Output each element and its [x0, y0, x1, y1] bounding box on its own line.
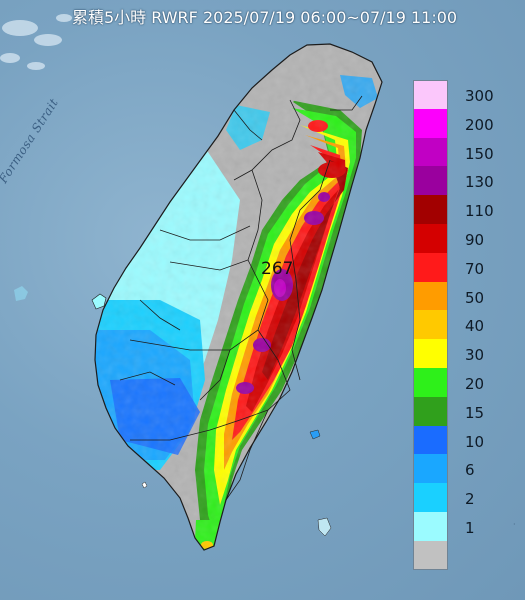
legend-label: 40: [465, 317, 485, 336]
legend-item: 200: [413, 108, 523, 141]
legend-label: 15: [465, 403, 485, 422]
legend-label: 150: [465, 144, 494, 163]
legend-item: 70: [413, 252, 523, 285]
legend-swatch: [413, 252, 448, 282]
legend-item: 40: [413, 310, 523, 342]
legend-swatch: [413, 339, 448, 369]
legend-item: 20: [413, 368, 523, 400]
legend-swatch: [413, 108, 448, 138]
legend-swatch: [413, 80, 448, 109]
legend-swatch: [413, 195, 448, 225]
legend-label: 10: [465, 432, 485, 451]
legend-label: 20: [465, 375, 485, 393]
legend-swatch: [413, 540, 448, 570]
legend-item: 110: [413, 195, 523, 227]
legend-swatch: [413, 483, 448, 513]
legend-label: 90: [465, 231, 485, 249]
legend-item: [413, 540, 523, 573]
scale-mark: ·: [513, 520, 516, 529]
legend-item: 90: [413, 224, 523, 256]
legend-label: 200: [465, 115, 494, 134]
legend-item: 10: [413, 425, 523, 458]
legend-item: 15: [413, 396, 523, 429]
map-title: 累積5小時 RWRF 2025/07/19 06:00~07/19 11:00: [72, 8, 458, 27]
islands: [14, 286, 332, 537]
legend-label: 1: [465, 519, 475, 537]
legend-label: 300: [465, 87, 494, 105]
legend-label: 130: [465, 173, 494, 192]
penghu-island: [91, 293, 107, 310]
legend-swatch: [413, 512, 448, 541]
legend-item: 50: [413, 281, 523, 314]
taiwan-outline: [94, 43, 383, 551]
legend-label: 110: [465, 202, 494, 221]
legend-swatch: [413, 368, 448, 397]
legend-label: 50: [465, 288, 485, 307]
county-borders: [119, 95, 363, 501]
legend-swatch: [413, 281, 448, 311]
legend-item: 150: [413, 137, 523, 170]
legend-swatch: [413, 425, 448, 455]
legend-swatch: [413, 396, 448, 426]
legend-swatch: [413, 166, 448, 196]
legend-item: 30: [413, 339, 523, 371]
legend-item: 300: [413, 80, 523, 112]
cloud-speckles: [0, 14, 72, 70]
legend-swatch: [413, 137, 448, 167]
legend-swatch: [413, 224, 448, 253]
legend-item: 1: [413, 512, 523, 544]
max-rainfall-value: 267: [261, 259, 294, 279]
legend-label: 30: [465, 346, 485, 365]
legend-label: 2: [465, 490, 475, 509]
legend-item: 130: [413, 166, 523, 198]
legend-swatch: [413, 454, 448, 484]
legend-item: 6: [413, 454, 523, 486]
legend-label: 70: [465, 259, 485, 278]
legend-swatch: [413, 310, 448, 340]
legend-label: 6: [465, 461, 475, 480]
legend-item: 2: [413, 483, 523, 515]
